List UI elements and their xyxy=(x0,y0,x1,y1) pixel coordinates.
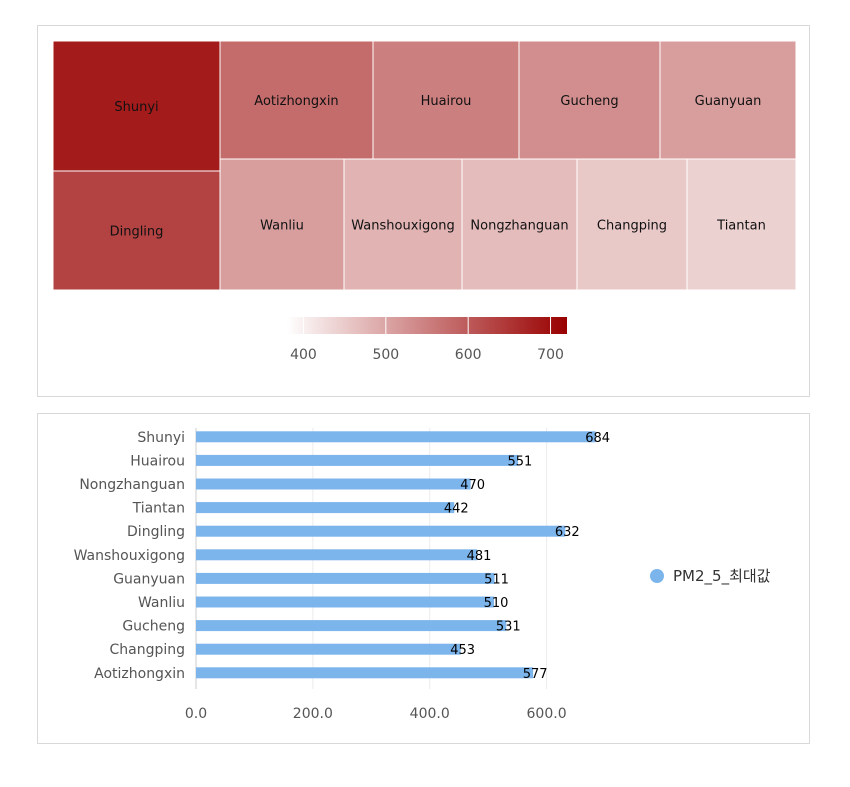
bar-dingling[interactable] xyxy=(196,525,566,537)
bar-wanshouxigong[interactable] xyxy=(196,549,478,561)
y-tick-label-wanshouxigong: Wanshouxigong xyxy=(74,548,185,564)
treemap-cell-nongzhanguan[interactable] xyxy=(461,158,578,291)
data-label-gucheng: 531 xyxy=(496,620,521,635)
data-label-wanshouxigong: 481 xyxy=(467,549,492,564)
legend-marker[interactable] xyxy=(650,569,664,583)
data-label-aotizhongxin: 577 xyxy=(523,667,548,682)
bar-wanliu[interactable] xyxy=(196,596,494,608)
data-label-guanyuan: 511 xyxy=(484,572,509,587)
treemap-cell-changping[interactable] xyxy=(576,158,688,291)
bar-gucheng[interactable] xyxy=(196,620,507,632)
color-scale-bar xyxy=(287,317,567,334)
treemap-label-changping: Changping xyxy=(597,219,667,234)
treemap-label-wanshouxigong: Wanshouxigong xyxy=(351,219,454,234)
bar-chart-panel: 0.0 200.0 400.0 600.0 Shunyi 684 Huairou 551 No… xyxy=(37,413,810,744)
treemap-chart: Shunyi Dingling Aotizhongxin Huairou Gucheng… xyxy=(52,40,797,363)
y-tick-label-tiantan: Tiantan xyxy=(132,501,185,517)
data-label-dingling: 632 xyxy=(555,525,580,540)
data-label-tiantan: 442 xyxy=(444,502,469,517)
x-tick-label: 600.0 xyxy=(527,706,567,722)
treemap-label-aotizhongxin: Aotizhongxin xyxy=(254,94,338,109)
treemap-label-wanliu: Wanliu xyxy=(260,219,304,234)
treemap-label-nongzhanguan: Nongzhanguan xyxy=(470,219,568,234)
color-scale-tick-label: 400 xyxy=(290,347,317,363)
data-label-wanliu: 510 xyxy=(484,596,509,611)
data-label-huairou: 551 xyxy=(508,454,533,469)
y-tick-label-aotizhongxin: Aotizhongxin xyxy=(94,666,185,682)
y-tick-label-wanliu: Wanliu xyxy=(138,595,185,611)
treemap-cell-tiantan[interactable] xyxy=(686,158,797,291)
treemap-cell-gucheng[interactable] xyxy=(518,40,661,160)
treemap-panel: Shunyi Dingling Aotizhongxin Huairou Gucheng… xyxy=(37,25,810,397)
y-tick-label-changping: Changping xyxy=(109,642,185,658)
legend-label[interactable]: PM2_5_최대값 xyxy=(673,567,771,586)
bar-guanyuan[interactable] xyxy=(196,572,495,584)
data-label-changping: 453 xyxy=(450,643,475,658)
bar-tiantan[interactable] xyxy=(196,502,455,514)
bar-huairou[interactable] xyxy=(196,454,518,466)
treemap-label-tiantan: Tiantan xyxy=(716,219,766,234)
treemap-label-guanyuan: Guanyuan xyxy=(695,94,762,109)
x-tick-label: 0.0 xyxy=(185,706,207,722)
treemap-label-dingling: Dingling xyxy=(110,225,164,240)
data-label-nongzhanguan: 470 xyxy=(460,478,485,493)
color-scale-tick-label: 700 xyxy=(537,347,564,363)
bar-shunyi[interactable] xyxy=(196,431,596,443)
y-tick-label-guanyuan: Guanyuan xyxy=(113,571,185,587)
y-tick-label-nongzhanguan: Nongzhanguan xyxy=(79,477,185,493)
treemap-cell-shunyi[interactable] xyxy=(52,40,221,172)
treemap-cell-huairou[interactable] xyxy=(372,40,520,160)
x-tick-label: 200.0 xyxy=(293,706,333,722)
treemap-cell-wanshouxigong[interactable] xyxy=(343,158,463,291)
treemap-cell-aotizhongxin[interactable] xyxy=(219,40,374,160)
x-tick-label: 400.0 xyxy=(410,706,450,722)
bar-nongzhanguan[interactable] xyxy=(196,478,471,490)
color-scale-tick-label: 600 xyxy=(455,347,482,363)
color-scale-tick-label: 500 xyxy=(372,347,399,363)
data-label-shunyi: 684 xyxy=(585,431,610,446)
bar-aotizhongxin[interactable] xyxy=(196,667,534,679)
treemap-label-gucheng: Gucheng xyxy=(560,94,618,109)
y-tick-label-dingling: Dingling xyxy=(127,524,185,540)
treemap-cell-wanliu[interactable] xyxy=(219,158,345,291)
treemap-cell-guanyuan[interactable] xyxy=(659,40,797,160)
treemap-label-huairou: Huairou xyxy=(421,94,472,109)
bar-chart: 0.0 200.0 400.0 600.0 Shunyi 684 Huairou 551 No… xyxy=(74,428,771,722)
bar-changping[interactable] xyxy=(196,643,461,655)
y-tick-label-huairou: Huairou xyxy=(130,453,185,469)
y-tick-label-gucheng: Gucheng xyxy=(122,619,185,635)
treemap-cell-dingling[interactable] xyxy=(52,170,221,291)
treemap-label-shunyi: Shunyi xyxy=(114,100,158,115)
y-tick-label-shunyi: Shunyi xyxy=(137,430,185,446)
